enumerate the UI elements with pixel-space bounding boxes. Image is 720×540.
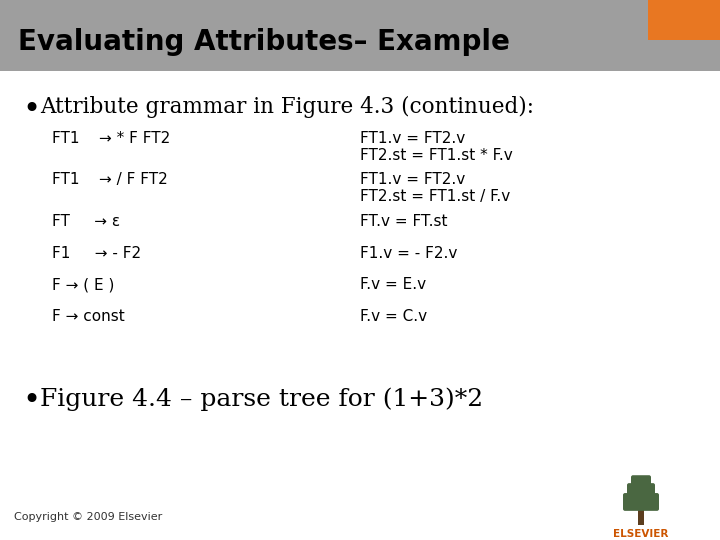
Text: Attribute grammar in Figure 4.3 (continued):: Attribute grammar in Figure 4.3 (continu… xyxy=(40,96,534,118)
FancyBboxPatch shape xyxy=(631,475,651,490)
Text: FT.v = FT.st: FT.v = FT.st xyxy=(360,214,448,229)
Text: FT1.v = FT2.v: FT1.v = FT2.v xyxy=(360,172,465,187)
Text: FT1    → / F FT2: FT1 → / F FT2 xyxy=(52,172,168,187)
Text: F → ( E ): F → ( E ) xyxy=(52,277,114,292)
FancyBboxPatch shape xyxy=(623,493,659,511)
Text: FT2.st = FT1.st * F.v: FT2.st = FT1.st * F.v xyxy=(360,147,513,163)
Text: •: • xyxy=(22,95,40,124)
Text: ELSEVIER: ELSEVIER xyxy=(613,529,669,539)
FancyBboxPatch shape xyxy=(638,507,644,525)
Text: F → const: F → const xyxy=(52,309,125,324)
FancyBboxPatch shape xyxy=(0,0,720,71)
Text: FT2.st = FT1.st / F.v: FT2.st = FT1.st / F.v xyxy=(360,189,510,204)
Text: F.v = C.v: F.v = C.v xyxy=(360,309,427,324)
Text: Figure 4.4 – parse tree for (1+3)*2: Figure 4.4 – parse tree for (1+3)*2 xyxy=(40,387,483,410)
Text: Copyright © 2009 Elsevier: Copyright © 2009 Elsevier xyxy=(14,512,162,522)
Text: F1.v = - F2.v: F1.v = - F2.v xyxy=(360,246,457,260)
Text: FT1.v = FT2.v: FT1.v = FT2.v xyxy=(360,131,465,146)
Text: FT1    → * F FT2: FT1 → * F FT2 xyxy=(52,131,170,146)
FancyBboxPatch shape xyxy=(648,0,720,39)
Text: F.v = E.v: F.v = E.v xyxy=(360,277,426,292)
Text: Evaluating Attributes– Example: Evaluating Attributes– Example xyxy=(18,28,510,56)
FancyBboxPatch shape xyxy=(627,483,655,500)
Text: F1     → - F2: F1 → - F2 xyxy=(52,246,141,260)
Text: •: • xyxy=(22,386,40,415)
Text: FT     → ε: FT → ε xyxy=(52,214,120,229)
